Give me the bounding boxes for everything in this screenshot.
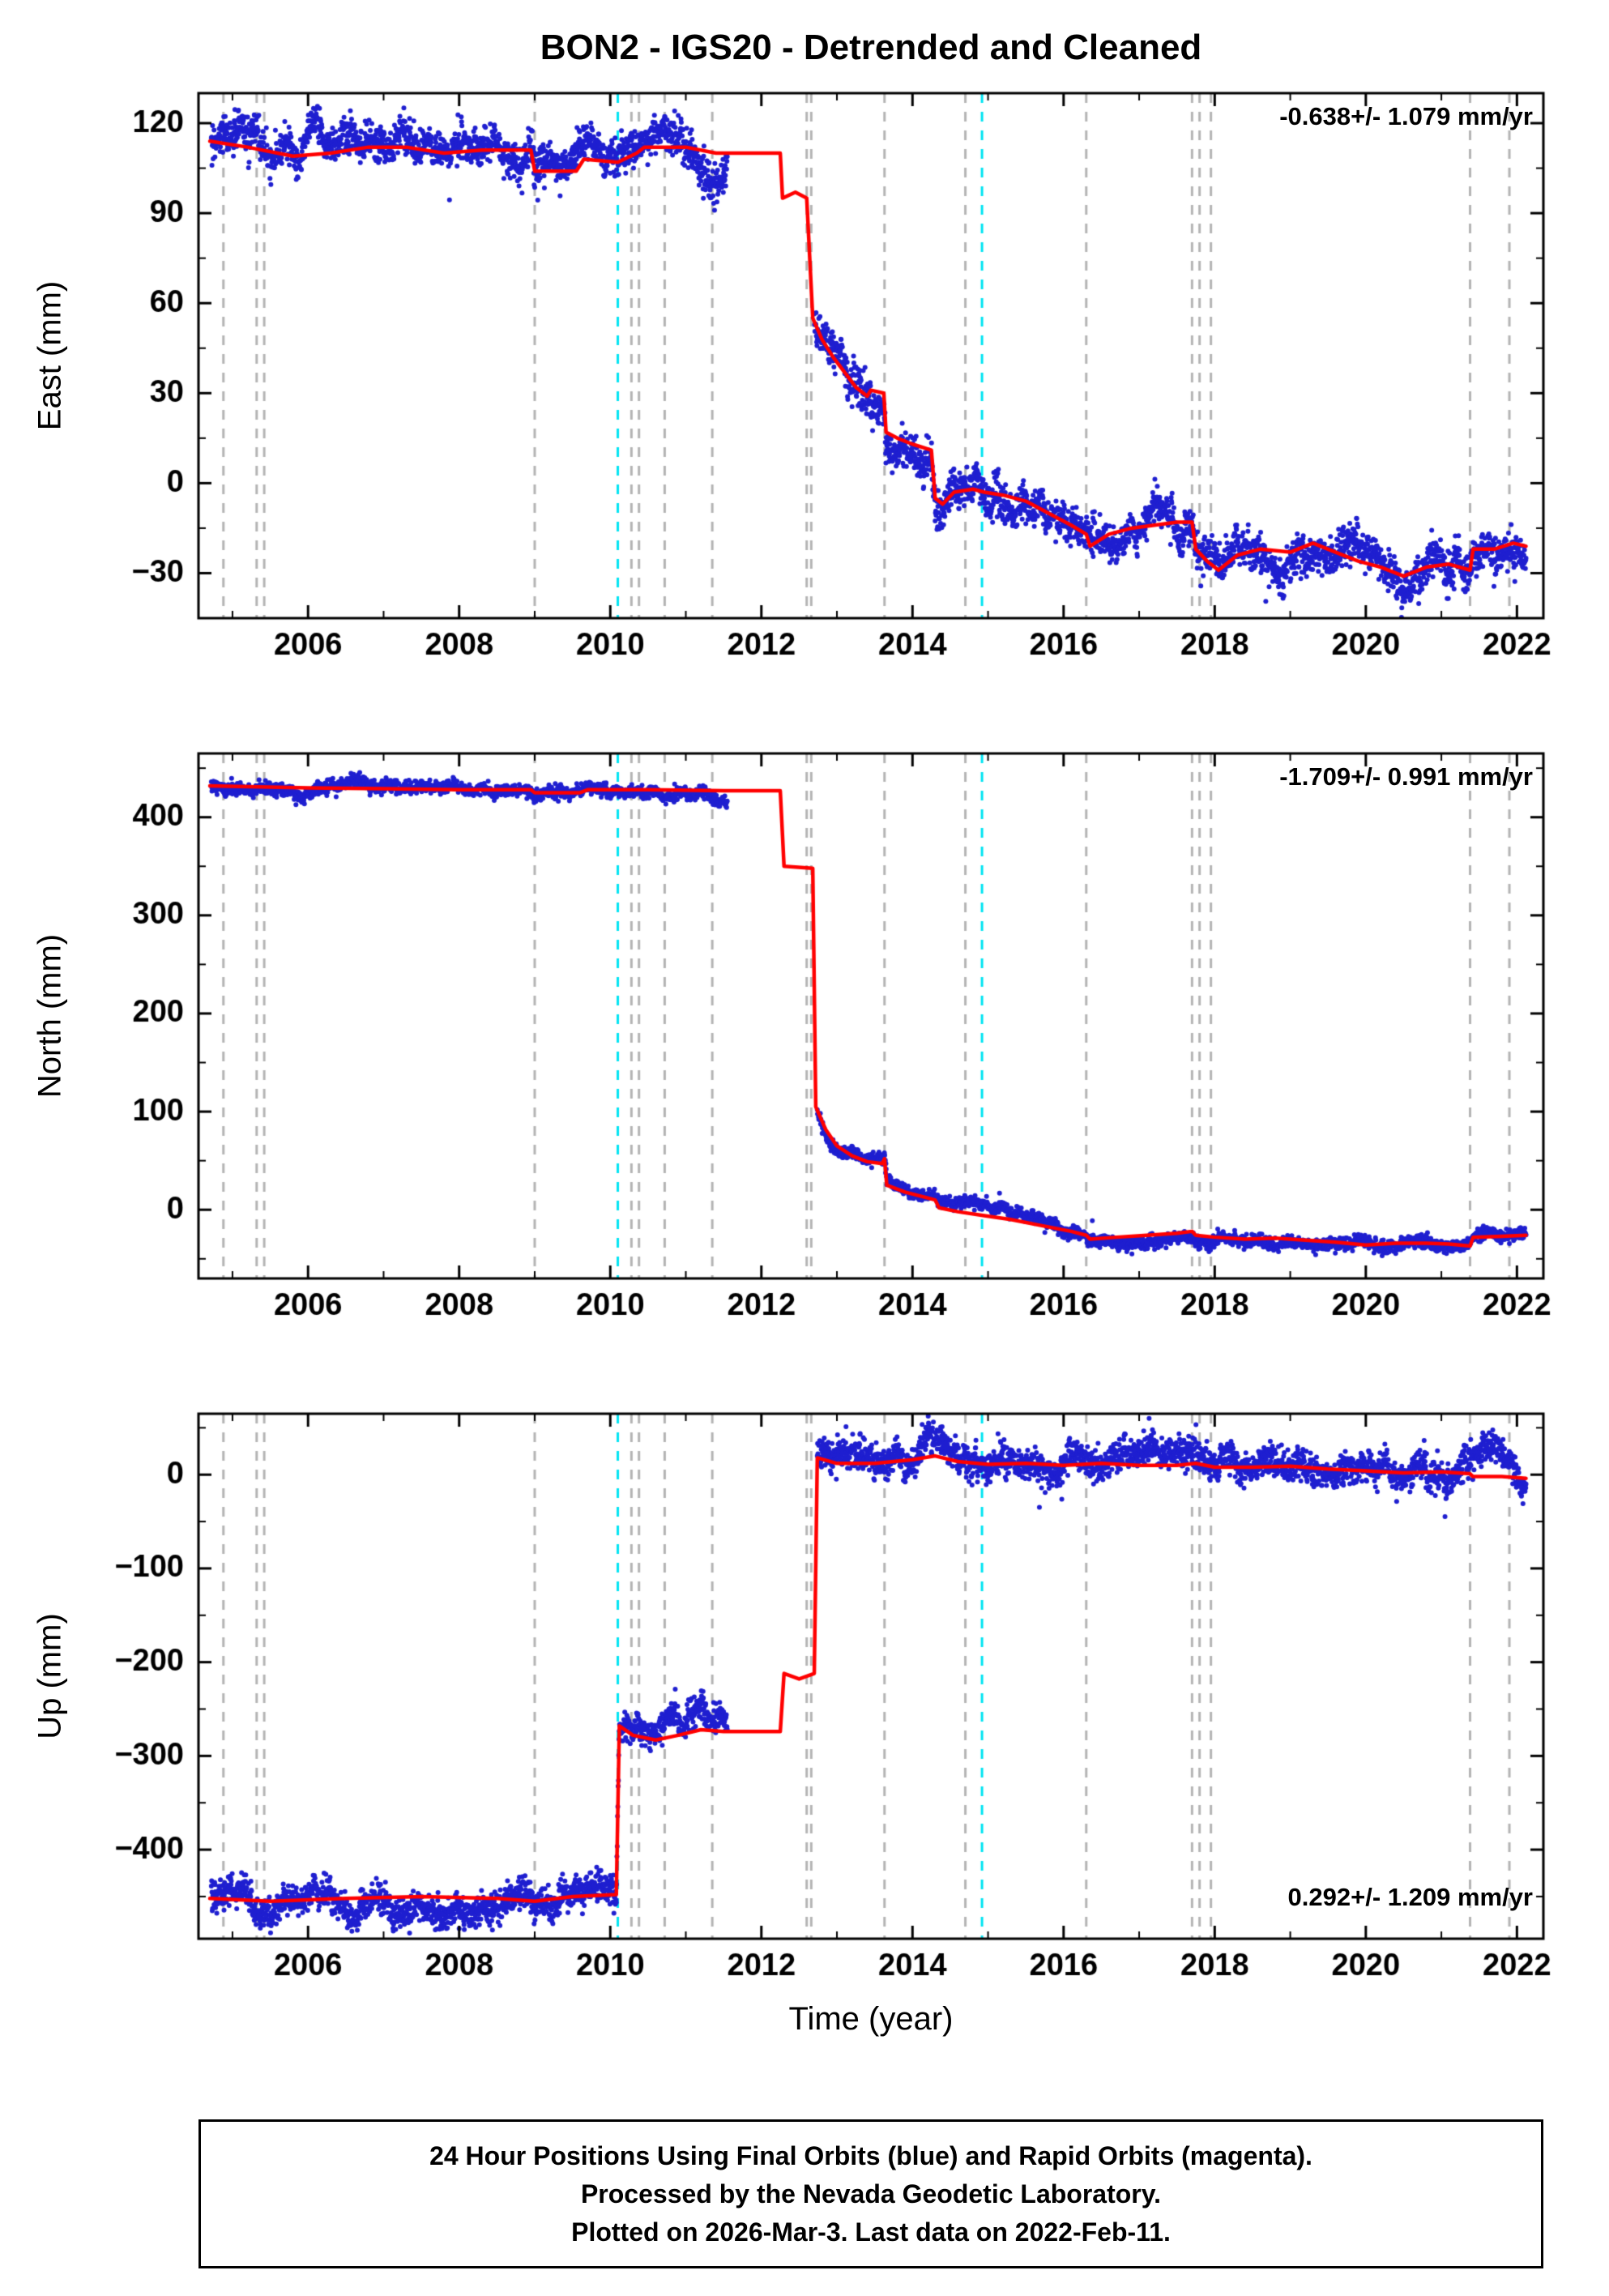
north-axis-label: North (mm) (32, 933, 68, 1099)
page-title: BON2 - IGS20 - Detrended and Cleaned (540, 28, 1202, 67)
east-rate-annotation: -0.638+/- 1.079 mm/yr (1279, 102, 1533, 130)
caption-box: 24 Hour Positions Using Final Orbits (bl… (198, 2119, 1543, 2268)
caption-line-orbits: 24 Hour Positions Using Final Orbits (bl… (429, 2140, 1312, 2170)
north-rate-annotation: -1.709+/- 0.991 mm/yr (1279, 762, 1533, 791)
up-rate-annotation: 0.292+/- 1.209 mm/yr (1287, 1883, 1533, 1911)
caption-line-processed: Processed by the Nevada Geodetic Laborat… (580, 2179, 1162, 2209)
time-axis-label: Time (year) (788, 2001, 954, 2037)
up-axis-label: Up (mm) (32, 1613, 68, 1739)
east-axis-label: East (mm) (32, 280, 68, 431)
caption-line-plotted: Plotted on 2026-Mar-3. Last data on 2022… (571, 2217, 1171, 2247)
